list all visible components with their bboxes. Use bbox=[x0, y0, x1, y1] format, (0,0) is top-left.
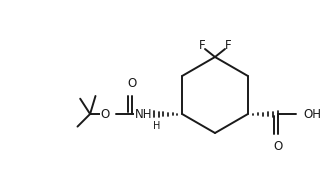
Text: NH: NH bbox=[135, 109, 152, 121]
Text: O: O bbox=[273, 140, 282, 153]
Text: O: O bbox=[128, 77, 137, 90]
Text: O: O bbox=[101, 108, 110, 121]
Text: H: H bbox=[154, 121, 161, 131]
Text: F: F bbox=[199, 39, 205, 51]
Text: F: F bbox=[225, 39, 231, 51]
Text: OH: OH bbox=[303, 108, 321, 121]
